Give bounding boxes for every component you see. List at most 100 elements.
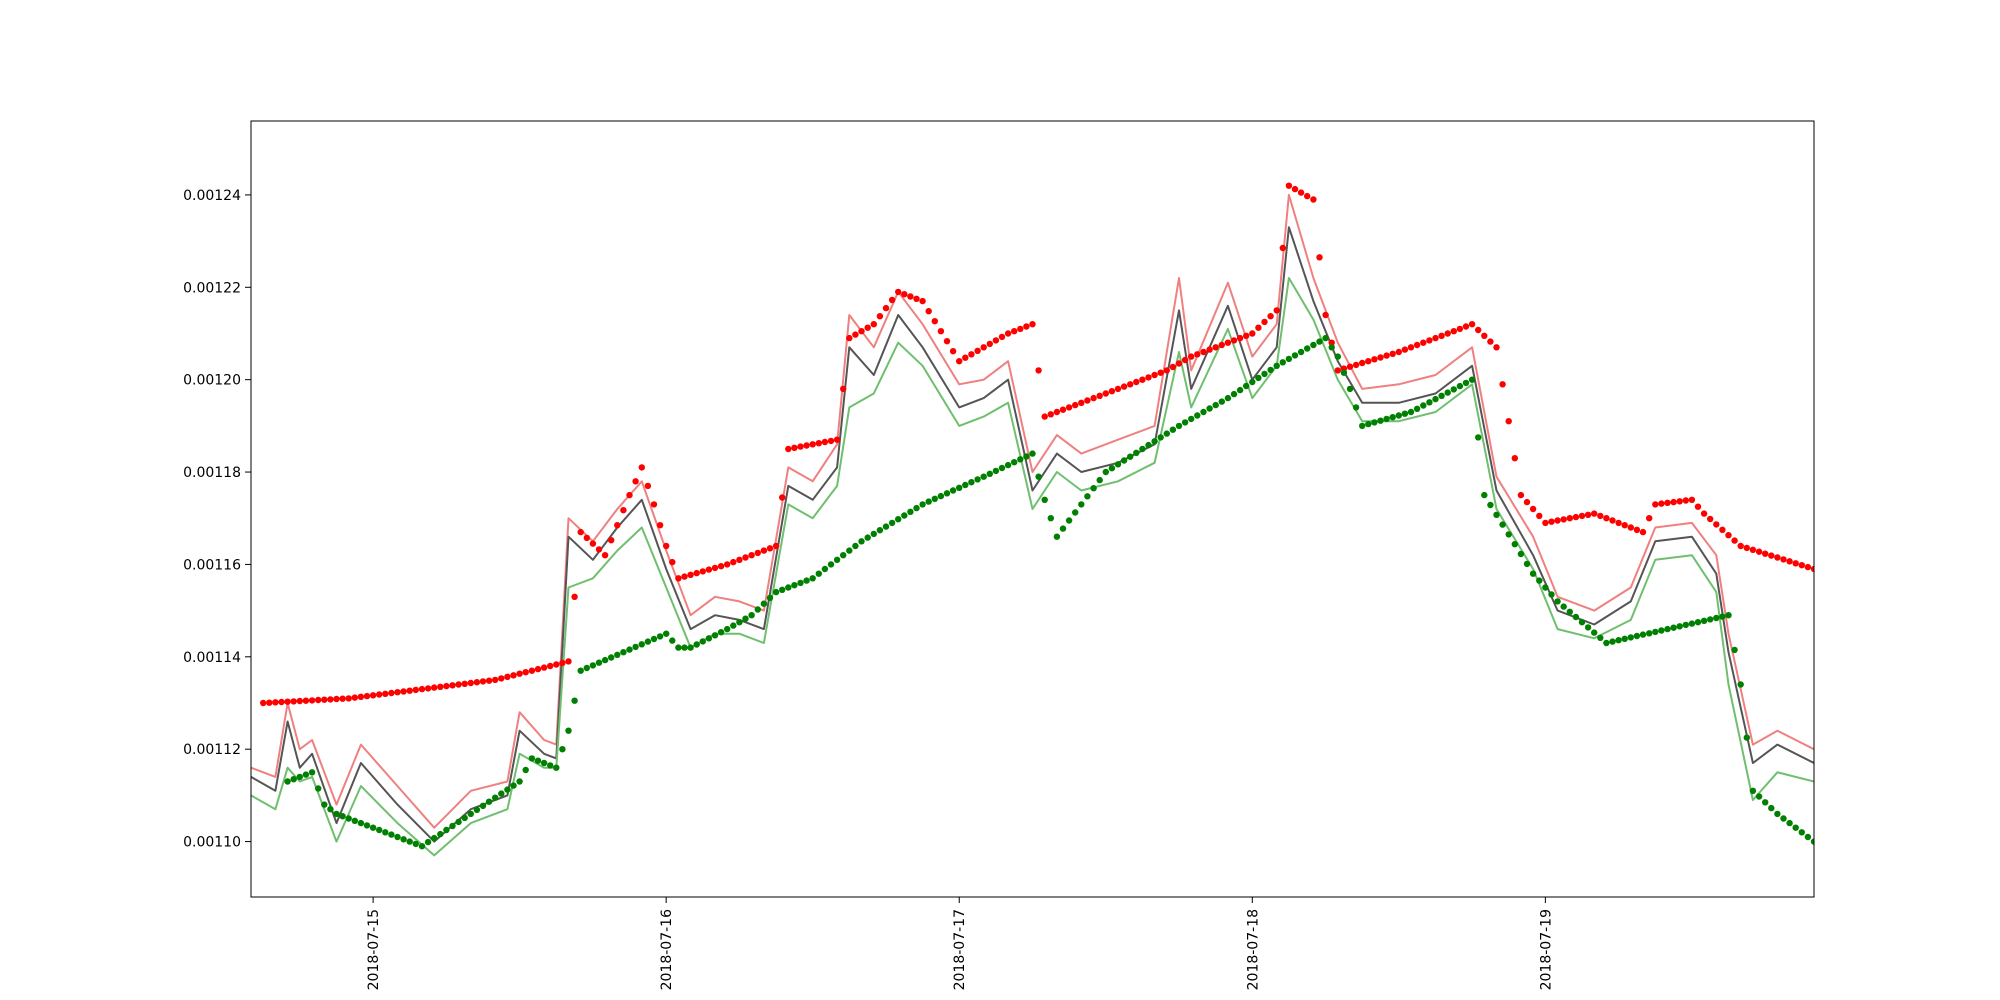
scatter-point (437, 683, 444, 690)
scatter-point (351, 694, 358, 701)
scatter-point (1297, 189, 1305, 196)
scatter-point (412, 840, 419, 848)
scatter-point (980, 344, 987, 351)
scatter-point (1676, 623, 1683, 630)
scatter-point (949, 348, 957, 355)
scatter-point (870, 530, 877, 538)
scatter-point (516, 778, 523, 785)
scatter-point (363, 822, 371, 829)
scatter-point (1584, 624, 1592, 631)
scatter-point (1731, 646, 1738, 654)
scatter-point (1243, 382, 1250, 390)
y-tick-label: 0.00120 (183, 373, 241, 389)
scatter-point (852, 542, 859, 550)
scatter-point (528, 755, 536, 762)
scatter-point (711, 632, 719, 639)
x-tick-label: 2018-07-17 (952, 909, 968, 990)
scatter-point (1743, 544, 1751, 552)
scatter-point (345, 695, 352, 702)
scatter-point (1511, 455, 1519, 462)
scatter-point (1774, 810, 1781, 818)
scatter-point (705, 566, 713, 573)
scatter-point (485, 798, 493, 805)
scatter-point (1078, 501, 1085, 508)
scatter-point (1188, 353, 1195, 360)
scatter-point (1462, 379, 1470, 387)
scatter-point (443, 682, 450, 690)
scatter-point (1133, 449, 1140, 456)
scatter-point (1304, 192, 1311, 200)
y-tick-label: 0.00114 (183, 650, 241, 666)
scatter-point (1291, 352, 1299, 359)
series-layer (251, 182, 1814, 857)
scatter-point (626, 646, 633, 653)
scatter-point (1584, 511, 1592, 518)
scatter-point (485, 677, 493, 684)
scatter-point (1798, 829, 1806, 836)
scatter-point (1597, 512, 1604, 520)
scatter-point (785, 445, 792, 453)
scatter-point (1786, 819, 1793, 827)
scatter-point (1639, 631, 1647, 638)
scatter-point (528, 667, 536, 674)
scatter-point (876, 313, 884, 320)
scatter-point (1432, 395, 1439, 403)
scatter-point (1401, 346, 1409, 353)
scatter-point (1206, 405, 1213, 412)
scatter-point (766, 594, 774, 602)
scatter-point (1407, 344, 1415, 351)
scatter-point (1413, 405, 1421, 412)
scatter-point (1200, 408, 1207, 416)
scatter-point (1371, 356, 1378, 363)
scatter-point (577, 528, 584, 536)
scatter-point (388, 831, 395, 838)
scatter-point (620, 649, 627, 656)
scatter-point (1426, 337, 1433, 344)
scatter-point (1395, 348, 1403, 356)
scatter-point (1566, 608, 1574, 615)
scatter-point (724, 561, 731, 568)
scatter-point (1737, 542, 1744, 550)
scatter-point (1267, 366, 1274, 374)
scatter-point (1108, 388, 1116, 395)
x-tick-label: 2018-07-18 (1245, 909, 1261, 990)
scatter-point (632, 643, 639, 651)
scatter-point (632, 478, 639, 485)
scatter-point (1719, 526, 1726, 533)
y-tick-label: 0.00112 (183, 742, 241, 758)
scatter-point (638, 641, 645, 648)
scatter-point (559, 746, 566, 753)
scatter-point (1633, 526, 1641, 533)
scatter-point (620, 507, 627, 514)
scatter-point (1676, 498, 1683, 505)
scatter-point (376, 691, 383, 698)
scatter-point (589, 540, 597, 547)
scatter-point (388, 689, 395, 697)
scatter-point (510, 672, 517, 679)
scatter-point (931, 495, 938, 502)
scatter-point (1468, 321, 1476, 328)
scatter-point (1157, 369, 1164, 376)
scatter-point (791, 444, 798, 451)
scatter-point (1774, 554, 1781, 561)
scatter-point (1792, 824, 1799, 831)
scatter-point (1224, 394, 1232, 402)
scatter-point (1688, 496, 1696, 503)
scatter-point (1432, 334, 1439, 342)
scatter-point (571, 697, 578, 704)
scatter-point (626, 491, 633, 499)
scatter-point (394, 833, 401, 841)
scatter-point (565, 658, 572, 665)
scatter-point (1004, 330, 1012, 337)
scatter-point (321, 801, 328, 808)
scatter-point (534, 665, 542, 673)
scatter-point (595, 546, 603, 553)
scatter-point (1456, 325, 1464, 333)
scatter-point (1279, 359, 1287, 366)
scatter-point (1475, 434, 1482, 441)
scatter-point (455, 681, 462, 688)
scatter-point (296, 697, 303, 705)
scatter-point (1389, 350, 1396, 357)
scatter-point (577, 667, 584, 674)
scatter-point (1352, 404, 1360, 411)
